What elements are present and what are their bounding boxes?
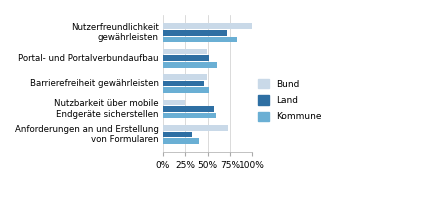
Bar (163, 37, 237, 42)
Bar (163, 55, 209, 61)
Bar (163, 125, 228, 131)
Legend: Bund, Land, Kommune: Bund, Land, Kommune (258, 79, 321, 121)
Bar (163, 138, 199, 144)
Bar (163, 74, 207, 80)
Bar (163, 30, 227, 36)
Bar (163, 49, 207, 54)
Bar (163, 88, 209, 93)
Bar (163, 113, 216, 118)
Bar (163, 132, 191, 137)
Bar (163, 62, 216, 68)
Bar (163, 100, 185, 105)
Bar (163, 81, 204, 86)
Bar (163, 106, 214, 112)
Bar (163, 23, 252, 29)
